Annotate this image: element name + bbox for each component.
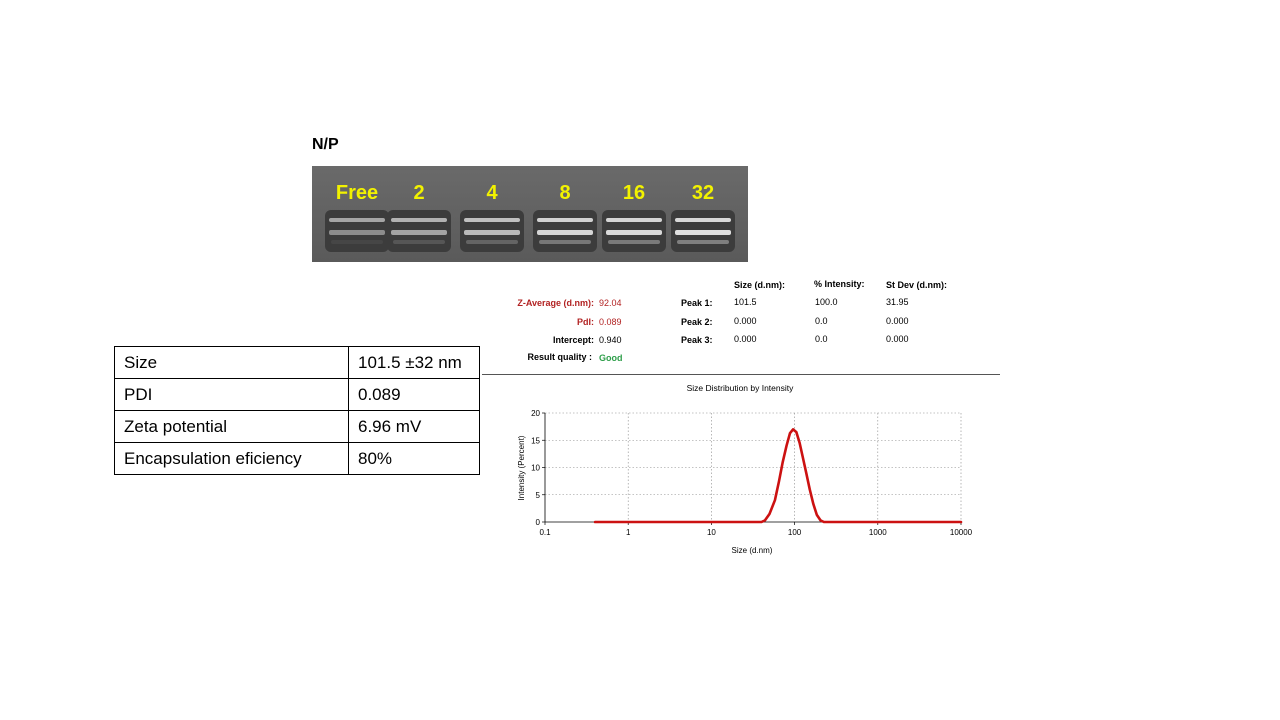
gel-lane (533, 210, 597, 252)
np-heading: N/P (312, 136, 339, 153)
intercept-value: 0.940 (599, 335, 622, 345)
peak3-size: 0.000 (734, 334, 757, 344)
gel-lane-label: 4 (486, 182, 498, 204)
intercept-label: Intercept: (552, 335, 594, 345)
gel-lane-label: 16 (623, 182, 645, 204)
pdi-label: PdI: (577, 317, 594, 327)
y-tick-label: 0 (536, 518, 541, 527)
x-tick-label: 1000 (869, 528, 887, 537)
gel-lane (325, 210, 389, 252)
peak2-size: 0.000 (734, 316, 757, 326)
gel-lane (387, 210, 451, 252)
x-tick-label: 100 (788, 528, 802, 537)
peak1-stdev: 31.95 (886, 297, 909, 307)
result-quality-label: Result quality : (527, 352, 592, 362)
table-row: Size 101.5 ±32 nm (114, 346, 480, 379)
x-tick-label: 10000 (950, 528, 973, 537)
gel-electrophoresis-image: Free 2 4 8 16 32 (312, 166, 748, 262)
peak1-label: Peak 1: (681, 298, 713, 308)
gel-lane (671, 210, 735, 252)
gel-lane-label: 2 (413, 182, 424, 204)
y-tick-label: 15 (531, 436, 540, 445)
gel-lane (602, 210, 666, 252)
property-label-size: Size (114, 346, 349, 379)
property-value-pdi: 0.089 (348, 378, 480, 411)
y-tick-label: 5 (536, 491, 541, 500)
gel-lane-label: 8 (559, 182, 570, 204)
peak3-intensity: 0.0 (815, 334, 828, 344)
size-distribution-chart: Size Distribution by Intensity 0.1 1 10 100… (517, 383, 973, 555)
peak3-stdev: 0.000 (886, 334, 909, 344)
gel-lane-label: 32 (692, 182, 714, 204)
properties-table: Size 101.5 ±32 nm PDI 0.089 Zeta potenti… (114, 346, 480, 475)
y-tick-label: 10 (531, 464, 540, 473)
x-tick-label: 0.1 (539, 528, 551, 537)
series-line (593, 428, 963, 524)
peak1-intensity: 100.0 (815, 297, 838, 307)
table-row: PDI 0.089 (114, 378, 480, 411)
x-axis-label: Size (d.nm) (732, 546, 773, 555)
col-header-size: Size (d.nm): (734, 280, 785, 290)
peak3-label: Peak 3: (681, 335, 713, 345)
peak1-size: 101.5 (734, 297, 757, 307)
report-divider (482, 374, 1000, 375)
property-label-zeta: Zeta potential (114, 410, 349, 443)
property-label-encapsulation: Encapsulation eficiency (114, 442, 349, 475)
property-value-zeta: 6.96 mV (348, 410, 480, 443)
pdi-value: 0.089 (599, 317, 622, 327)
peak2-label: Peak 2: (681, 317, 713, 327)
gel-lane (460, 210, 524, 252)
peak2-intensity: 0.0 (815, 316, 828, 326)
table-row: Zeta potential 6.96 mV (114, 410, 480, 443)
z-average-label: Z-Average (d.nm): (517, 298, 594, 308)
peak2-stdev: 0.000 (886, 316, 909, 326)
x-tick-label: 10 (707, 528, 716, 537)
col-header-stdev: St Dev (d.nm): (886, 280, 948, 290)
y-tick-label: 20 (531, 409, 540, 418)
property-label-pdi: PDI (114, 378, 349, 411)
x-tick-label: 1 (626, 528, 631, 537)
dls-report-panel: Size (d.nm): % Intensity: St Dev (d.nm):… (482, 276, 1000, 560)
property-value-size: 101.5 ±32 nm (348, 346, 480, 379)
y-axis-label: Intensity (Percent) (517, 435, 526, 500)
table-row: Encapsulation eficiency 80% (114, 442, 480, 475)
col-header-intensity: % Intensity: (814, 279, 865, 289)
z-average-value: 92.04 (599, 298, 622, 308)
chart-title: Size Distribution by Intensity (687, 383, 795, 393)
result-quality-value: Good (599, 353, 623, 363)
property-value-encapsulation: 80% (348, 442, 480, 475)
gel-lane-label: Free (336, 182, 378, 204)
